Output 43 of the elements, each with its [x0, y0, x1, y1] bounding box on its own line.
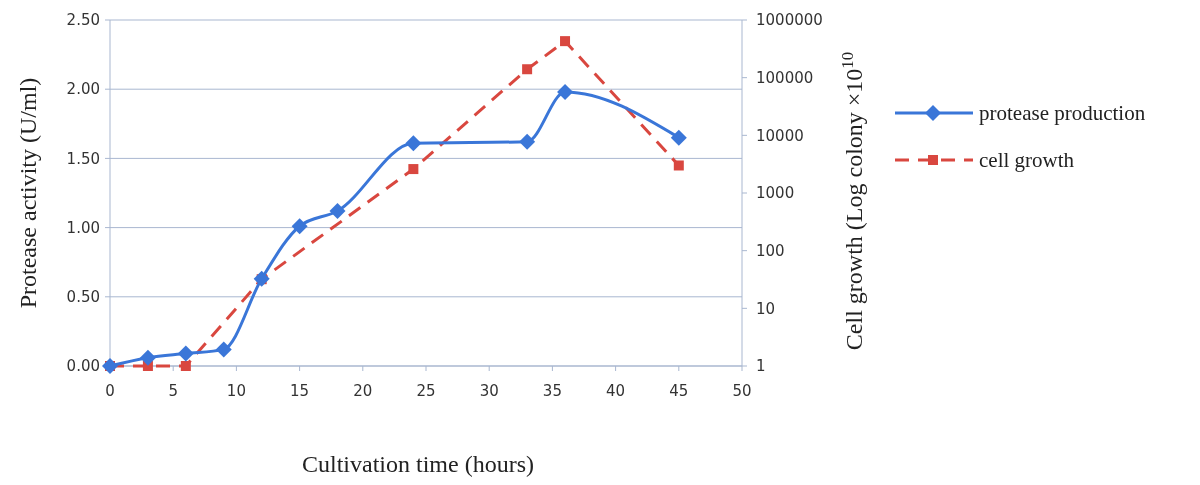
- point: [519, 133, 536, 150]
- y2-tick-label: 10000: [756, 126, 804, 145]
- x-tick-label: 15: [290, 382, 310, 400]
- y-tick-label: 0.50: [66, 288, 100, 307]
- x-tick-label: 10: [226, 382, 246, 400]
- x-tick-label: 0: [105, 382, 115, 400]
- point: [673, 160, 684, 171]
- x-tick-label: 50: [732, 382, 752, 400]
- x-tick-label: 25: [416, 382, 436, 400]
- point: [557, 83, 574, 100]
- point: [329, 202, 346, 219]
- point: [560, 36, 571, 47]
- point: [670, 129, 687, 146]
- legend-label: protease production: [979, 101, 1146, 126]
- y-tick-label: 2.00: [66, 80, 100, 99]
- y2-tick-label: 100000: [756, 68, 814, 87]
- point: [405, 135, 422, 152]
- x-tick-label: 30: [479, 382, 499, 400]
- point: [253, 270, 270, 287]
- point: [139, 349, 156, 366]
- x-tick-label: 40: [606, 382, 626, 400]
- y-tick-label: 0.00: [66, 357, 100, 376]
- x-tick-label: 45: [669, 382, 689, 400]
- x-tick-label: 5: [168, 382, 178, 400]
- x-axis-title: Cultivation time (hours): [302, 451, 534, 477]
- y-tick-label: 2.50: [66, 11, 100, 30]
- legend-label: cell growth: [979, 148, 1075, 173]
- x-tick-label: 35: [542, 382, 562, 400]
- point: [408, 164, 419, 175]
- point: [522, 64, 533, 75]
- point: [180, 361, 191, 371]
- point: [177, 345, 194, 362]
- y2-tick-label: 1: [756, 357, 766, 376]
- point: [291, 218, 308, 235]
- y2-tick-label: 1000: [756, 184, 795, 203]
- x-tick-label: 20: [353, 382, 373, 400]
- y2-tick-label: 1000000: [756, 11, 823, 30]
- y-tick-label: 1.50: [66, 149, 100, 168]
- point: [215, 341, 232, 358]
- y2-tick-label: 10: [756, 299, 776, 318]
- y2-tick-label: 100: [756, 241, 785, 260]
- y-axis-title: Protease activity (U/ml): [15, 77, 41, 309]
- y-tick-label: 1.00: [66, 218, 100, 237]
